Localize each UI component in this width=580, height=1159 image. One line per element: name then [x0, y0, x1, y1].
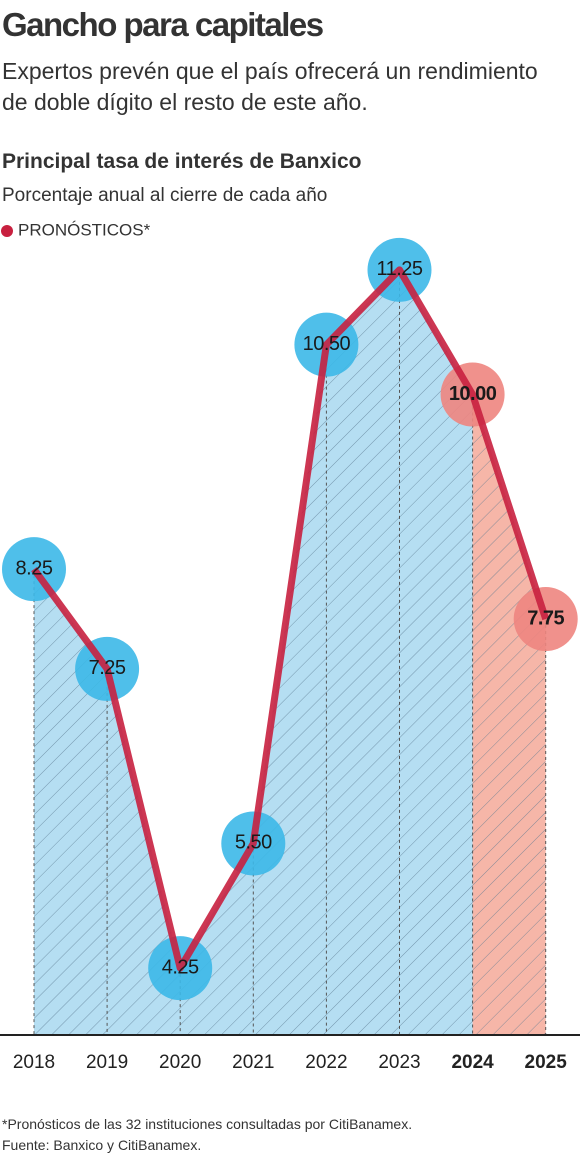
value-label: 4.25 — [162, 956, 199, 978]
source: Fuente: Banxico y CitiBanamex. — [2, 1137, 202, 1153]
x-tick-label: 2021 — [232, 1052, 274, 1073]
headline: Gancho para capitales — [2, 6, 324, 43]
x-tick-label: 2025 — [525, 1052, 568, 1073]
footnote: *Pronósticos de las 32 instituciones con… — [2, 1116, 413, 1132]
legend-label: PRONÓSTICOS* — [18, 220, 151, 239]
x-tick-label: 2022 — [305, 1052, 347, 1073]
x-tick-label: 2018 — [13, 1052, 55, 1073]
chart: PRONÓSTICOS* 8.25 2018 7.25 2019 4.25 2020 5.50… — [0, 220, 580, 1073]
value-label: 11.25 — [376, 258, 422, 280]
x-tick-label: 2023 — [378, 1052, 420, 1073]
chart-subtitle: Porcentaje anual al cierre de cada año — [2, 185, 328, 206]
value-label: 8.25 — [16, 557, 53, 579]
area-hatch — [472, 394, 546, 1036]
x-tick-label: 2024 — [451, 1052, 494, 1073]
value-label: 7.75 — [527, 607, 564, 629]
chart-title: Principal tasa de interés de Banxico — [2, 150, 362, 173]
value-label: 7.25 — [89, 657, 126, 679]
value-label: 10.50 — [303, 333, 351, 355]
line — [31, 266, 550, 972]
x-tick-label: 2019 — [86, 1052, 128, 1073]
x-tick-label: 2020 — [159, 1052, 201, 1073]
subheadline: Expertos prevén que el país ofrecerá un … — [2, 58, 538, 115]
value-label: 5.50 — [235, 832, 272, 854]
legend-swatch — [1, 225, 13, 237]
area-hatch — [34, 269, 473, 1035]
value-label: 10.00 — [449, 383, 497, 405]
